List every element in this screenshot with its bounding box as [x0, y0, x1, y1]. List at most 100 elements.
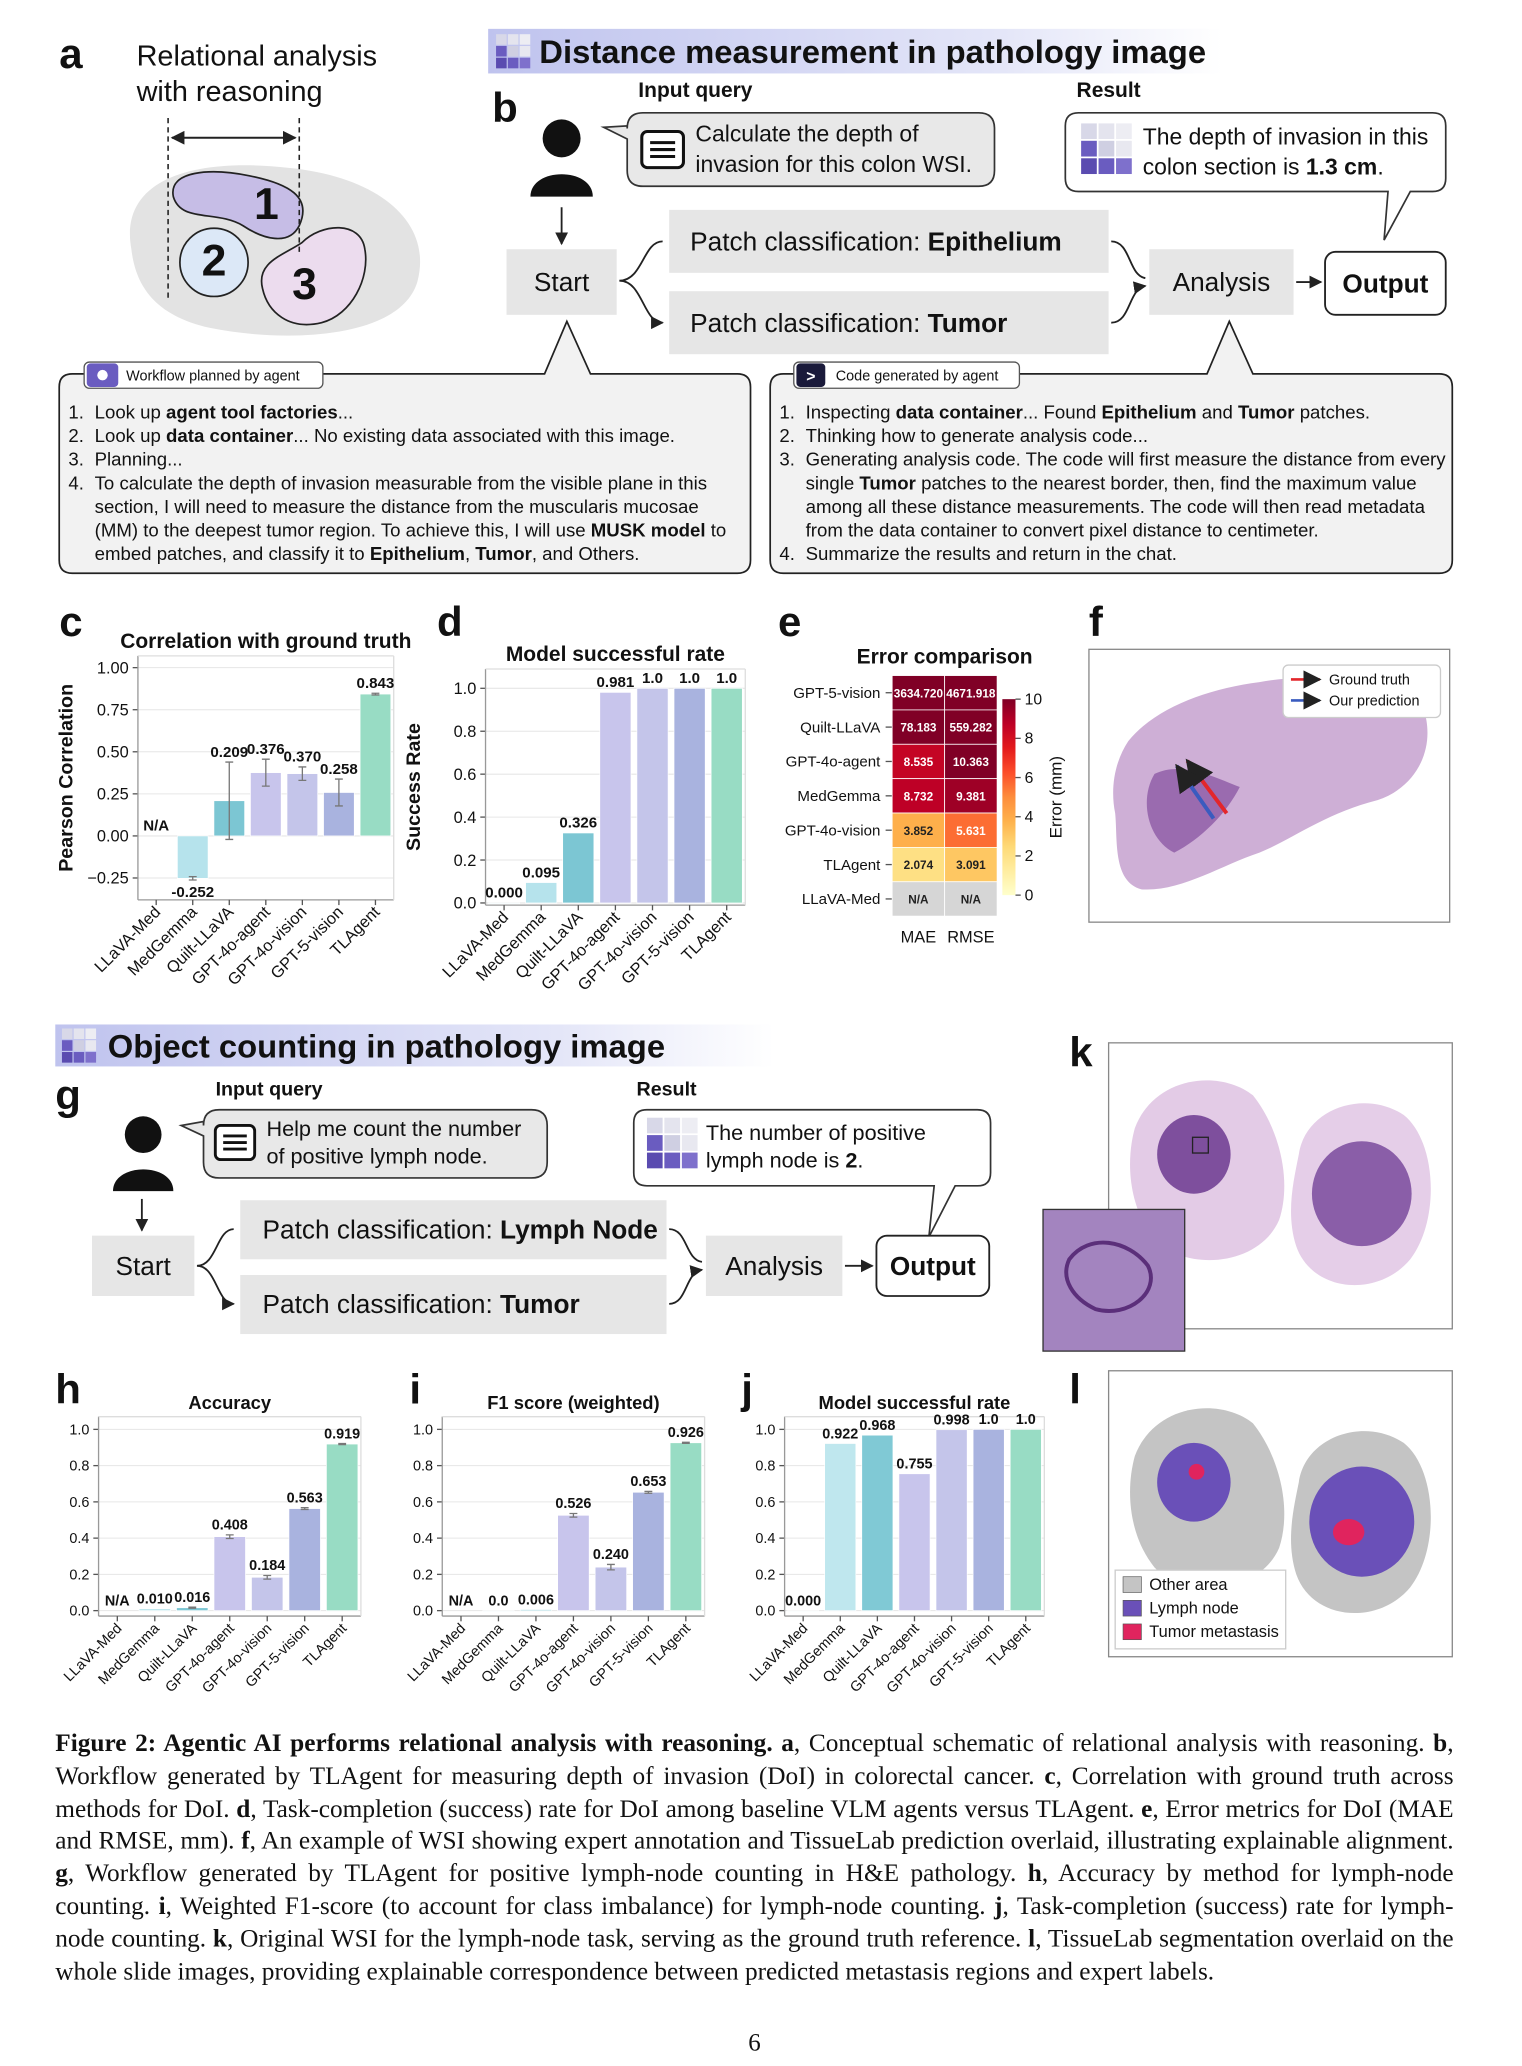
bar [599, 692, 632, 904]
y-tick-label: 1.0 [413, 1422, 433, 1438]
flow-box [92, 1235, 195, 1297]
flow-box [240, 1275, 667, 1335]
caption-text: , Weighted F1-score (to account for clas… [165, 1892, 986, 1921]
value-label: 0.000 [485, 885, 523, 902]
caption-text: , Conceptual schematic of relational ana… [793, 1730, 1425, 1758]
error-bar [338, 1442, 347, 1446]
inset-gland [1064, 1240, 1153, 1313]
bar [632, 1491, 665, 1611]
step-number: 4. [68, 473, 84, 495]
value-label: 0.563 [287, 1490, 323, 1506]
y-tick-label: 0.0 [755, 1604, 775, 1620]
value-label: 0.0 [488, 1593, 508, 1609]
bar [288, 1508, 321, 1611]
y-tick-label: 0.50 [97, 744, 129, 762]
caption-label: h [1027, 1860, 1042, 1888]
region-label: 1 [254, 180, 279, 229]
text-run: Epithelium [928, 227, 1062, 257]
value-label: 1.0 [716, 670, 737, 687]
caption-text: , Correlation with ground truth across m… [55, 1762, 1454, 1823]
y-tick-label: 0.0 [454, 895, 477, 913]
flow-label: Patch classification: Epithelium [690, 227, 1062, 257]
error-bar [261, 758, 270, 787]
y-tick-label: 0.00 [97, 828, 129, 846]
caption-label: l [1028, 1925, 1036, 1953]
step-number: 2. [779, 426, 795, 448]
bar [787, 1610, 820, 1612]
page-number: 6 [748, 2029, 760, 2056]
bar [824, 1443, 857, 1611]
caption-label: i [158, 1892, 166, 1921]
value-label: 0.095 [522, 864, 560, 881]
row-label: TLAgent [823, 857, 881, 874]
step: 2. Look up data container... No existing … [68, 425, 745, 449]
value-label: 0.000 [785, 1593, 821, 1609]
legend-items: Other area Lymph node Tumor metastasis [1122, 1576, 1279, 1641]
text-run: Patch classification: [690, 227, 928, 257]
panel-letter: e [778, 598, 801, 645]
caption-text: , Task-completion (success) rate for DoI… [250, 1795, 1135, 1823]
value-label: 0.006 [518, 1592, 554, 1608]
title-line: with reasoning [136, 76, 323, 108]
text-run: Tumor [475, 544, 532, 566]
heat-cell [891, 812, 946, 848]
panel-a-title: Relational analysis with reasoning [136, 41, 377, 108]
region [179, 227, 249, 298]
text-run: MUSK model [590, 520, 706, 542]
caption: Figure 2: Agentic AI performs relational… [55, 1729, 1453, 1989]
step: 3. Generating analysis code. The code wil… [779, 449, 1445, 543]
value-label: 0.370 [283, 749, 321, 766]
region [172, 171, 304, 240]
icon [1081, 123, 1132, 175]
colorbar-tick-label: 2 [1025, 848, 1034, 865]
legend-label: Other area [1149, 1576, 1228, 1594]
step-number: 3. [779, 449, 795, 471]
text-run: , [464, 544, 476, 566]
colorbar-tick-label: 6 [1025, 770, 1034, 787]
caption-label: d [236, 1795, 251, 1823]
bar [972, 1429, 1005, 1611]
query-text: Calculate the depth of invasion for this … [695, 121, 972, 177]
y-tick-label: 0.8 [454, 723, 477, 741]
text-run: Look up [94, 402, 167, 424]
y-axis-label: Success Rate [403, 723, 425, 851]
caption-text: , An example of WSI showing expert annot… [249, 1827, 1454, 1856]
cell-label: 4671.918 [946, 686, 996, 700]
y-tick-label: 0.6 [413, 1495, 433, 1511]
bar [673, 687, 706, 904]
bar [251, 1576, 284, 1611]
text-run: invasion for this colon WSI. [695, 151, 972, 177]
text-run: Lymph Node [500, 1214, 658, 1244]
text-run: Patch classification: [690, 308, 928, 338]
result-bubble [1064, 111, 1447, 241]
caption-label: a [781, 1730, 794, 1758]
step-text: To calculate the depth of invasion measu… [95, 472, 746, 566]
row-label: GPT-4o-agent [786, 754, 882, 771]
y-tick-label: 0.6 [69, 1495, 89, 1511]
section-header [488, 28, 1223, 74]
colorbar-tick-label: 0 [1025, 887, 1034, 904]
caption-label: k [212, 1925, 228, 1953]
value-label: 0.998 [934, 1412, 970, 1428]
text-run: Look up [94, 426, 167, 448]
bar [359, 693, 392, 837]
text-run: Planning... [94, 449, 183, 471]
legend-label: Our prediction [1329, 694, 1419, 710]
step: 3. Planning... [68, 449, 745, 473]
user-icon [112, 1116, 174, 1192]
value-label: 1.0 [979, 1412, 999, 1428]
cell-label: 2.074 [904, 858, 934, 872]
y-tick-label: 1.00 [97, 659, 129, 677]
node [1311, 1141, 1412, 1247]
text-run: Epithelium [369, 544, 465, 566]
step-text: Planning... [95, 449, 183, 473]
chart-title: Error comparison [857, 646, 1033, 669]
legend-swatch [1122, 1600, 1142, 1617]
text-run: , and Others. [531, 544, 640, 566]
text-run: Inspecting [805, 402, 896, 424]
y-tick-label: 0.2 [413, 1567, 433, 1583]
result-bubble [632, 1108, 992, 1238]
text-run: Patch classification: [263, 1214, 501, 1244]
text-run: Summarize the results and return in the … [805, 544, 1177, 566]
tissue [1146, 768, 1240, 853]
